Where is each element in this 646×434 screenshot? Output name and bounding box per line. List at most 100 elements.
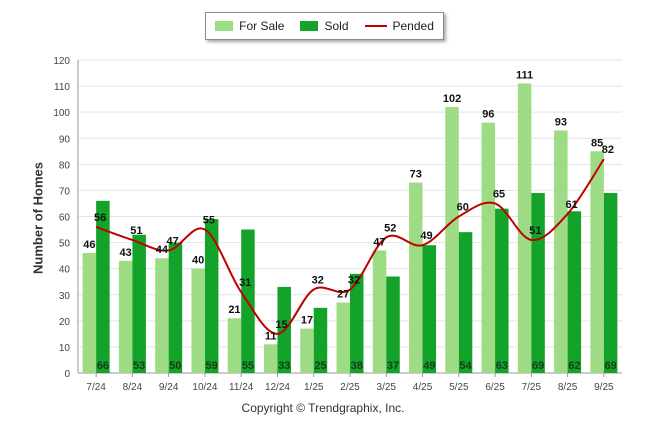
x-tick-label: 5/25 [449,382,469,393]
data-label-pended: 51 [130,225,142,237]
bar-for-sale [82,253,97,373]
legend-item-pended[interactable]: Pended [364,19,434,33]
legend-swatch-pended [364,25,387,27]
data-label-for-sale: 40 [192,255,204,267]
bar-for-sale [191,268,205,373]
data-label-pended: 60 [457,202,469,214]
bar-sold [313,307,328,373]
y-tick-label: 70 [59,186,71,197]
x-tick-label: 9/25 [594,382,614,393]
y-tick-label: 0 [64,369,70,380]
legend-label-for-sale: For Sale [239,19,285,33]
data-label-sold: 33 [278,360,290,372]
data-label-pended: 47 [167,235,179,247]
bar-for-sale [155,258,169,373]
y-tick-label: 50 [59,239,71,250]
y-tick-label: 120 [53,56,70,67]
x-tick-label: 2/25 [340,382,360,393]
data-label-sold: 55 [242,360,254,372]
legend-swatch-sold [300,21,319,31]
data-label-sold: 37 [387,360,399,372]
legend-label-pended: Pended [392,19,434,33]
x-tick-label: 7/25 [522,382,542,393]
x-tick-label: 7/24 [86,382,106,393]
data-label-for-sale: 85 [591,137,603,149]
data-label-pended: 32 [348,275,360,287]
y-tick-label: 30 [59,291,71,302]
bar-for-sale [409,182,423,373]
bar-for-sale [372,250,387,373]
data-label-sold: 53 [133,360,145,372]
data-label-pended: 82 [602,144,614,156]
data-label-sold: 38 [351,360,363,372]
data-label-pended: 52 [384,222,396,234]
x-tick-label: 8/25 [558,382,578,393]
x-tick-label: 11/24 [229,382,254,393]
y-tick-label: 80 [59,160,71,171]
data-label-pended: 15 [275,319,287,331]
data-label-for-sale: 27 [337,289,349,301]
y-tick-label: 20 [59,317,71,328]
copyright-text: Copyright © Trendgraphix, Inc. [241,401,405,415]
pended-line [95,158,605,335]
x-tick-label: 8/24 [123,382,143,393]
bar-sold [531,193,545,373]
data-label-sold: 69 [604,360,616,372]
legend-swatch-for-sale [215,21,234,31]
bar-for-sale [118,260,133,373]
data-label-sold: 59 [206,360,218,372]
legend-item-sold[interactable]: Sold [300,19,349,33]
data-label-pended: 55 [203,215,215,227]
x-tick-label: 9/24 [159,382,179,393]
data-label-for-sale: 46 [83,239,95,251]
data-label-sold: 63 [496,360,508,372]
bar-sold [132,234,146,373]
x-tick-label: 10/24 [192,382,217,393]
y-tick-label: 60 [59,213,71,224]
data-label-pended: 31 [239,277,251,289]
data-label-for-sale: 11 [265,330,277,342]
legend-item-for-sale[interactable]: For Sale [215,19,284,33]
data-label-sold: 62 [568,360,580,372]
bar-sold [96,200,110,373]
data-label-pended: 49 [420,230,432,242]
data-label-pended: 32 [312,275,324,287]
data-label-pended: 61 [565,199,577,211]
data-label-sold: 69 [532,360,544,372]
bar-for-sale [336,302,350,373]
data-label-sold: 66 [97,360,109,372]
bar-for-sale [263,344,278,373]
bar-sold [495,208,509,373]
x-tick-label: 12/24 [265,382,290,393]
data-label-for-sale: 93 [555,116,567,128]
data-label-pended: 65 [493,188,505,200]
bar-for-sale [590,151,604,373]
y-tick-label: 10 [59,343,71,354]
bar-for-sale [481,122,496,373]
data-label-for-sale: 73 [410,169,422,181]
bar-sold [204,219,219,373]
y-tick-label: 40 [59,265,71,276]
data-label-for-sale: 17 [301,315,313,327]
x-tick-label: 1/25 [304,382,324,393]
data-label-for-sale: 43 [120,247,132,259]
bar-sold [350,273,364,373]
data-label-for-sale: 102 [443,93,461,105]
data-label-for-sale: 111 [516,69,533,81]
bar-sold [458,232,473,373]
data-label-for-sale: 44 [156,244,169,256]
x-tick-label: 3/25 [377,382,397,393]
data-label-sold: 49 [423,360,435,372]
legend-label-sold: Sold [324,19,349,33]
data-label-for-sale: 47 [373,236,385,248]
bar-sold [168,242,183,373]
bar-for-sale [227,318,242,373]
data-label-pended: 51 [529,225,541,237]
bar-sold [603,193,618,373]
y-tick-label: 100 [53,108,70,119]
x-tick-label: 6/25 [485,382,505,393]
data-label-for-sale: 21 [228,304,240,316]
y-axis-label: Number of Homes [30,162,46,274]
data-label-sold: 50 [169,360,181,372]
